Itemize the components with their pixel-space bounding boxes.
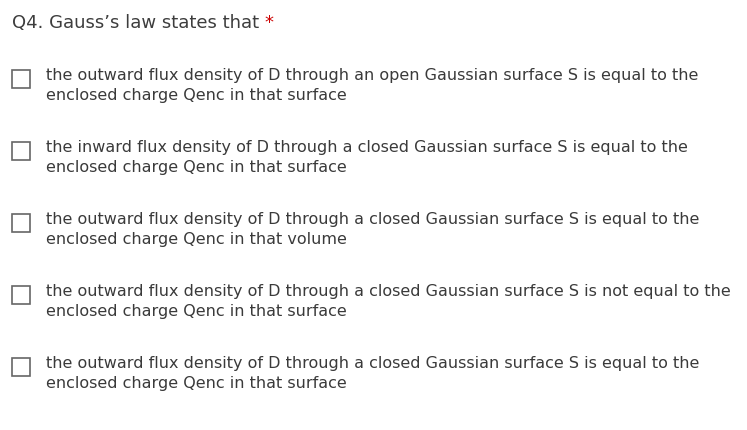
Text: Q4. Gauss’s law states that: Q4. Gauss’s law states that bbox=[12, 14, 265, 32]
Bar bbox=[12, 215, 30, 233]
Bar bbox=[12, 286, 30, 304]
Text: the inward flux density of D through a closed Gaussian surface S is equal to the: the inward flux density of D through a c… bbox=[46, 140, 688, 175]
Text: *: * bbox=[265, 14, 274, 32]
Bar bbox=[12, 143, 30, 161]
Text: the outward flux density of D through a closed Gaussian surface S is not equal t: the outward flux density of D through a … bbox=[46, 283, 731, 319]
Bar bbox=[12, 358, 30, 376]
Bar bbox=[12, 71, 30, 89]
Text: the outward flux density of D through a closed Gaussian surface S is equal to th: the outward flux density of D through a … bbox=[46, 212, 699, 247]
Text: the outward flux density of D through a closed Gaussian surface S is equal to th: the outward flux density of D through a … bbox=[46, 355, 699, 390]
Text: the outward flux density of D through an open Gaussian surface S is equal to the: the outward flux density of D through an… bbox=[46, 68, 698, 103]
